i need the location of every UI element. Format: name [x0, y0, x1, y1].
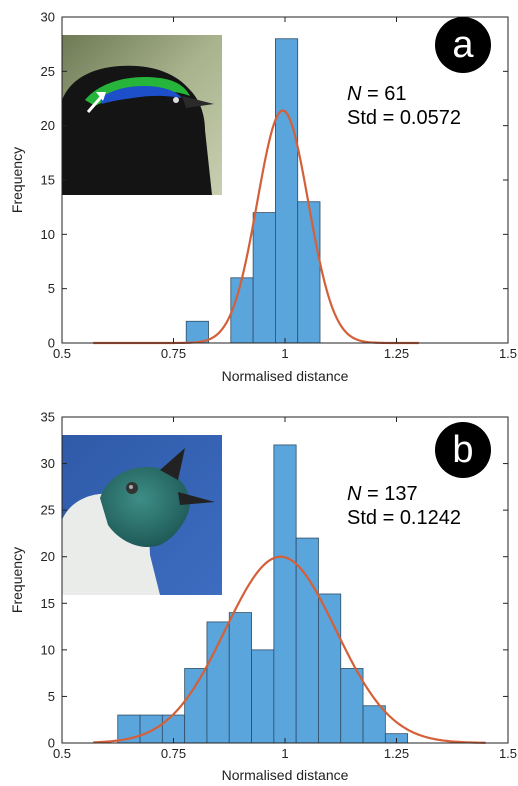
- histogram-bar: [362, 705, 386, 744]
- sample-size-symbol: N: [347, 483, 362, 505]
- y-tick-label: 5: [48, 281, 55, 296]
- y-axis-label: Frequency: [9, 547, 25, 613]
- normal-fit-curve: [93, 555, 486, 744]
- x-tick-label: 1.25: [384, 746, 409, 761]
- x-tick-label: 1.25: [384, 346, 409, 361]
- y-axis-label: Frequency: [9, 147, 25, 213]
- x-tick-label: 1.5: [499, 346, 517, 361]
- sample-size-value: = 137: [361, 483, 417, 505]
- panel-badge: [435, 422, 491, 478]
- sample-size-symbol: N: [347, 83, 362, 105]
- x-tick-label: 0.5: [53, 346, 71, 361]
- histogram-bar: [139, 714, 163, 744]
- std-label: Std = 0.1242: [347, 507, 461, 529]
- panel-b: 0.5 0.75 1 1.25 1.5 0 5 10 15 20 25 30 35 Normalised …: [9, 410, 517, 784]
- sample-size-label: N = 137: [347, 483, 418, 505]
- histogram-bar: [340, 668, 364, 744]
- x-tick-label: 1: [281, 346, 288, 361]
- y-tick-label: 35: [41, 410, 55, 425]
- x-axis-label: Normalised distance: [222, 368, 349, 384]
- y-tick-label: 25: [41, 503, 55, 518]
- histogram-bar: [230, 277, 254, 344]
- panel-a-photo: [62, 35, 222, 195]
- y-tick-label: 15: [41, 596, 55, 611]
- y-tick-label: 5: [48, 689, 55, 704]
- y-tick-label: 30: [41, 456, 55, 471]
- y-tick-label: 20: [41, 118, 55, 133]
- panel-badge: [435, 17, 491, 73]
- x-tick-label: 1: [281, 746, 288, 761]
- panel-badge-letter: a: [452, 24, 474, 66]
- panel-a: 0.5 0.75 1 1.25 1.5 0 5 10 15 20 25 30 Normalised di…: [9, 10, 517, 385]
- panel-b-photo: [62, 435, 222, 595]
- histogram-bar: [252, 212, 276, 344]
- y-tick-label: 10: [41, 642, 55, 657]
- y-tick-label: 25: [41, 64, 55, 79]
- panel-badge-letter: b: [452, 429, 473, 471]
- sample-size-label: N = 61: [347, 83, 407, 105]
- histogram-bar: [297, 201, 321, 344]
- sample-size-value: = 61: [361, 83, 406, 105]
- histogram-bar: [273, 444, 297, 744]
- x-axis-label: Normalised distance: [222, 767, 349, 783]
- y-tick-label: 20: [41, 549, 55, 564]
- x-tick-label: 0.5: [53, 746, 71, 761]
- y-tick-label: 30: [41, 10, 55, 25]
- histogram-bar: [206, 621, 230, 744]
- y-tick-label: 0: [48, 336, 55, 351]
- histogram-bar: [228, 612, 252, 744]
- x-tick-label: 1.5: [499, 746, 517, 761]
- y-tick-label: 0: [48, 736, 55, 751]
- std-label: Std = 0.0572: [347, 107, 461, 129]
- x-tick-label: 0.75: [161, 346, 186, 361]
- histogram-bar: [251, 649, 275, 744]
- histogram-bar: [275, 38, 299, 344]
- y-tick-label: 10: [41, 227, 55, 242]
- histogram-bar: [184, 668, 208, 744]
- x-tick-label: 0.75: [161, 746, 186, 761]
- y-tick-label: 15: [41, 173, 55, 188]
